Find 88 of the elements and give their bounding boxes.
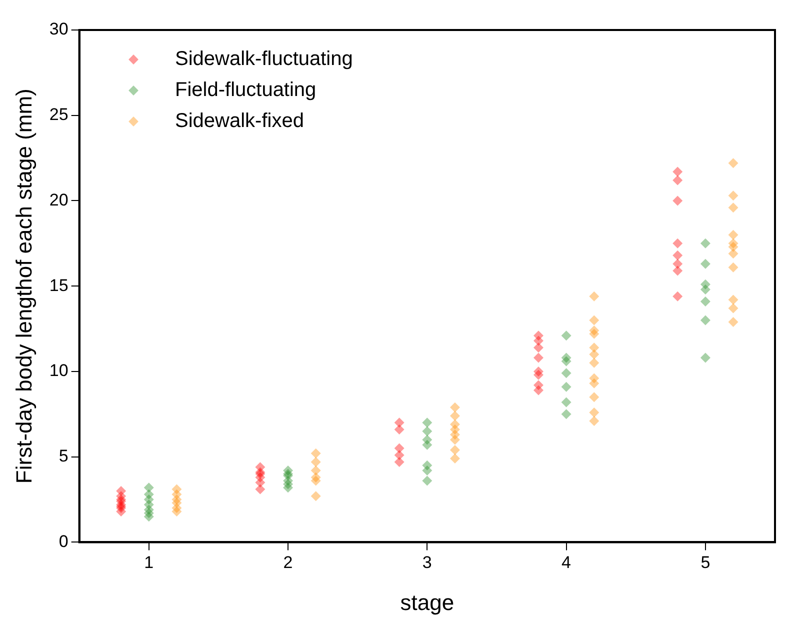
point <box>394 418 404 428</box>
point <box>728 303 738 314</box>
y-tick-label: 30 <box>49 20 68 39</box>
point <box>589 291 600 302</box>
point <box>672 258 683 269</box>
point <box>422 465 432 476</box>
point <box>255 484 266 494</box>
point <box>700 296 710 306</box>
point <box>728 294 738 305</box>
point <box>172 506 182 516</box>
point <box>728 248 738 259</box>
y-tick-label: 5 <box>58 446 68 466</box>
point <box>672 291 683 302</box>
point <box>450 434 460 445</box>
point <box>394 456 404 467</box>
x-tick-label: 1 <box>144 553 154 572</box>
point <box>700 238 710 248</box>
point <box>310 476 321 486</box>
legend-label: Sidewalk-fixed <box>175 109 304 134</box>
point <box>255 477 266 488</box>
point <box>700 284 710 295</box>
point <box>310 448 321 458</box>
legend-label: Sidewalk-fluctuating <box>175 47 353 72</box>
point <box>450 454 460 464</box>
y-axis-title: First-day body lengthof each stage (mm) <box>11 88 36 484</box>
legend-label: Field-fluctuating <box>175 78 316 103</box>
point <box>422 426 432 436</box>
point <box>728 190 738 201</box>
point <box>310 465 321 476</box>
point <box>672 238 683 248</box>
point <box>533 370 544 380</box>
point <box>422 440 432 450</box>
point <box>700 352 710 363</box>
point <box>672 266 683 276</box>
point <box>310 491 321 502</box>
point <box>116 506 126 516</box>
point <box>450 445 460 456</box>
point <box>589 349 600 360</box>
point <box>310 456 321 467</box>
point <box>728 202 738 213</box>
point <box>672 166 683 177</box>
point <box>700 258 710 269</box>
point <box>728 262 738 272</box>
y-tick-label: 0 <box>58 532 68 551</box>
point <box>672 196 683 206</box>
point <box>283 482 294 493</box>
point <box>394 443 404 454</box>
y-tick-label: 10 <box>49 361 68 380</box>
point <box>561 356 572 366</box>
point <box>589 328 600 339</box>
point <box>728 316 738 327</box>
point <box>561 409 572 420</box>
point <box>589 342 600 353</box>
y-tick-label: 25 <box>49 105 68 124</box>
point <box>533 352 544 363</box>
point <box>589 315 600 326</box>
x-tick-label: 2 <box>283 553 293 572</box>
point <box>422 418 432 428</box>
point <box>394 424 404 435</box>
point <box>144 482 154 493</box>
point <box>589 416 600 426</box>
x-tick-label: 5 <box>700 553 710 572</box>
point <box>450 402 460 412</box>
y-tick-label: 15 <box>49 276 68 295</box>
point <box>561 397 572 408</box>
point <box>589 392 600 402</box>
point <box>728 230 738 240</box>
point <box>589 378 600 388</box>
point <box>394 450 404 460</box>
point <box>672 175 683 186</box>
point <box>422 476 432 486</box>
point <box>450 410 460 421</box>
point <box>728 158 738 168</box>
point <box>700 315 710 326</box>
x-tick-label: 3 <box>422 553 432 572</box>
point <box>533 342 544 353</box>
point <box>533 385 544 396</box>
point <box>672 250 683 260</box>
y-tick-label: 20 <box>49 190 68 210</box>
point <box>561 330 572 341</box>
point <box>589 358 600 368</box>
point <box>561 368 572 378</box>
point <box>533 336 544 346</box>
point <box>144 512 154 522</box>
point <box>589 407 600 418</box>
x-axis-title: stage <box>400 590 454 615</box>
x-tick-label: 4 <box>562 553 572 572</box>
point <box>561 382 572 392</box>
